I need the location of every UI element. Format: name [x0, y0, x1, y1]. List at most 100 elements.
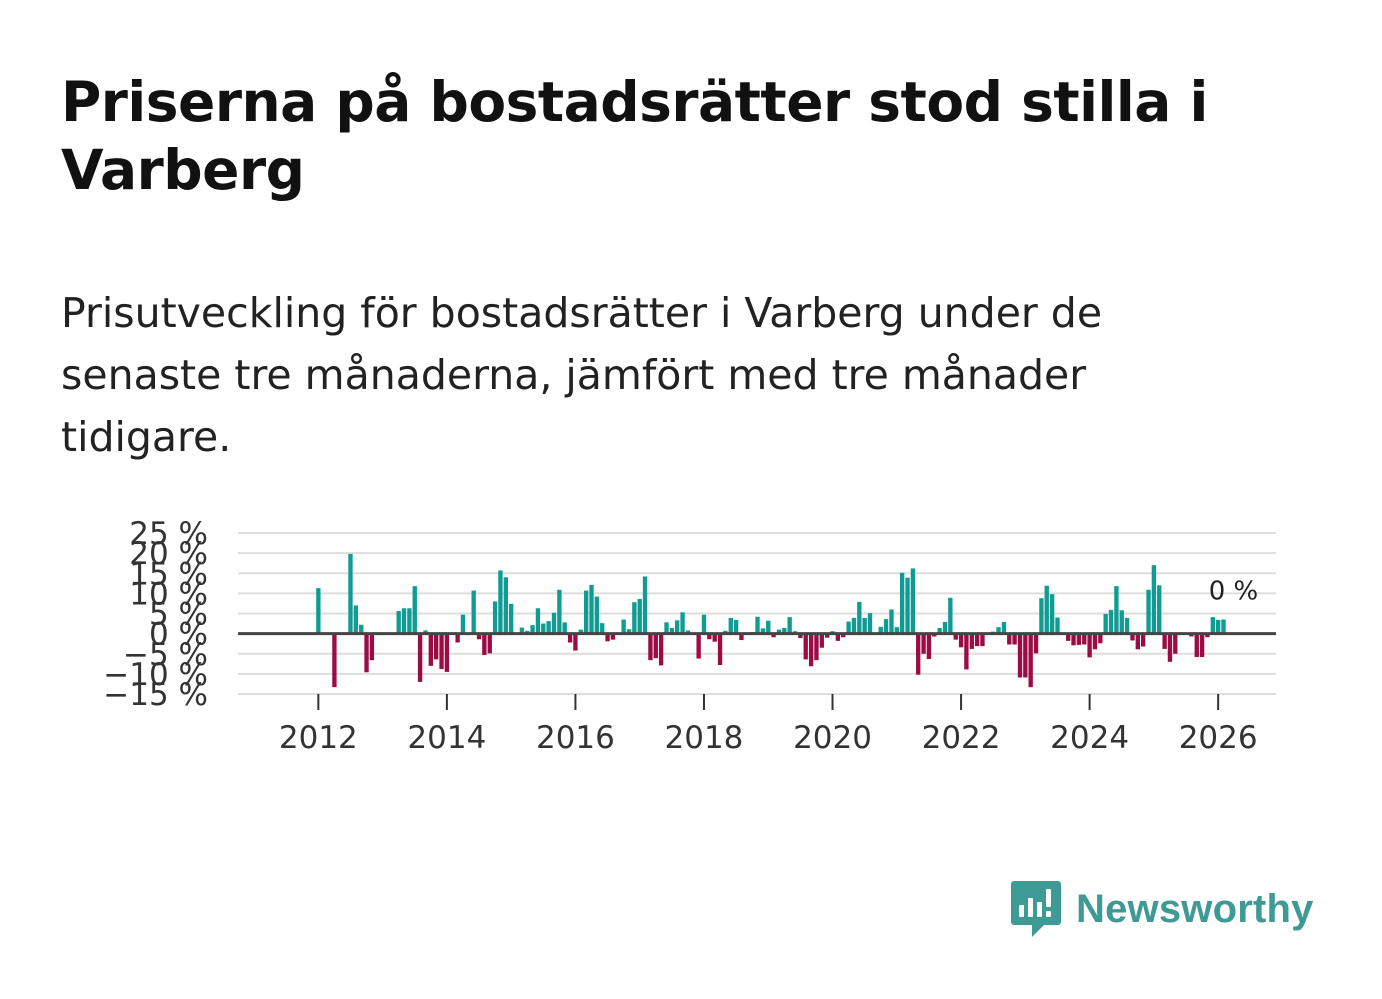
page-title: Priserna på bostadsrätter stod stilla i …: [61, 70, 1208, 202]
bar: [776, 629, 782, 634]
chart-subtitle: Prisutveckling för bostadsrätter i Varbe…: [61, 289, 1103, 461]
bar: [423, 630, 428, 634]
bar: [1082, 633, 1087, 645]
bar: [632, 602, 637, 634]
bar: [1007, 633, 1012, 645]
bar: [332, 633, 337, 688]
bar: [701, 614, 707, 634]
bar: [862, 617, 867, 634]
bar: [1028, 633, 1033, 688]
bar: [803, 633, 808, 660]
bar: [664, 622, 669, 634]
bar: [626, 629, 632, 634]
x-tick-label: 2018: [665, 720, 744, 756]
bar: [825, 633, 830, 638]
bar: [1098, 633, 1103, 644]
bar: [889, 609, 894, 634]
bar: [1130, 633, 1135, 641]
bar: [948, 597, 953, 634]
x-tick-label: 2026: [1179, 720, 1258, 756]
bar: [782, 627, 787, 634]
bar: [1039, 598, 1044, 634]
bar: [369, 633, 375, 661]
bar: [798, 633, 803, 639]
y-axis-tick-labels: −15 %−10 %−5 %0 %5 %10 %15 %20 %25 %: [103, 516, 208, 713]
bar: [364, 633, 369, 673]
bar: [1157, 585, 1162, 634]
y-tick-label: 10 %: [129, 576, 208, 612]
bar: [1044, 585, 1049, 634]
bar: [942, 621, 948, 634]
bar: [1108, 609, 1114, 634]
bar: [1167, 633, 1173, 662]
bar: [733, 619, 739, 634]
bar: [541, 623, 546, 634]
bar: [1194, 633, 1199, 657]
bar: [905, 577, 910, 634]
bar: [814, 633, 819, 661]
y-tick-label: −10 %: [103, 657, 208, 693]
bar: [1221, 619, 1226, 634]
bar: [712, 633, 717, 642]
bar: [1215, 619, 1221, 634]
bar: [883, 619, 889, 634]
y-tick-label: 25 %: [129, 516, 208, 552]
bar: [841, 633, 846, 638]
newsworthy-logo-icon: [1011, 881, 1061, 937]
y-tick-label: 5 %: [149, 597, 208, 633]
bar: [1205, 633, 1210, 638]
bar: [728, 617, 733, 634]
bar: [1173, 633, 1178, 654]
bar: [653, 633, 658, 659]
last-value-label: 0 %: [1209, 577, 1259, 607]
bar: [857, 601, 862, 634]
bar: [669, 627, 675, 634]
bar: [739, 633, 744, 641]
bar: [396, 611, 401, 634]
bar: [1049, 594, 1055, 634]
bar: [1114, 586, 1119, 634]
bar: [707, 633, 712, 640]
newsworthy-logo[interactable]: Newsworthy: [1010, 878, 1314, 940]
bar: [412, 586, 417, 634]
bar: [482, 633, 487, 655]
bar: [1017, 633, 1023, 678]
bar: [674, 620, 680, 634]
bar: [444, 633, 450, 672]
bar: [589, 584, 594, 634]
bar: [562, 622, 567, 634]
bar: [964, 633, 969, 670]
x-tick-label: 2012: [279, 720, 358, 756]
bar: [621, 619, 626, 634]
bar: [771, 633, 776, 638]
bar: [519, 627, 525, 634]
bar: [937, 627, 942, 634]
bar: [696, 633, 701, 659]
x-tick-label: 2014: [407, 720, 486, 756]
bar: [878, 626, 883, 634]
bar: [1135, 633, 1140, 650]
bar: [1012, 633, 1017, 645]
bar: [605, 633, 610, 642]
bar: [1199, 633, 1205, 657]
y-tick-label: 15 %: [129, 556, 208, 592]
bar: [492, 601, 498, 634]
bar: [1076, 633, 1082, 645]
bar: [1066, 633, 1071, 641]
bar: [417, 633, 423, 682]
bar: [498, 570, 503, 634]
bar: [1151, 565, 1157, 634]
bar: [1087, 633, 1092, 658]
bar: [953, 633, 958, 640]
x-tick-label: 2024: [1050, 720, 1129, 756]
bar: [974, 633, 980, 647]
x-tick-label: 2020: [793, 720, 872, 756]
bar: [1055, 617, 1060, 634]
bar: [717, 633, 723, 666]
bar: [926, 633, 932, 659]
bar: [969, 633, 974, 649]
bar: [1033, 633, 1039, 654]
bar: [530, 625, 535, 634]
bar: [600, 623, 605, 634]
bar: [567, 633, 573, 643]
